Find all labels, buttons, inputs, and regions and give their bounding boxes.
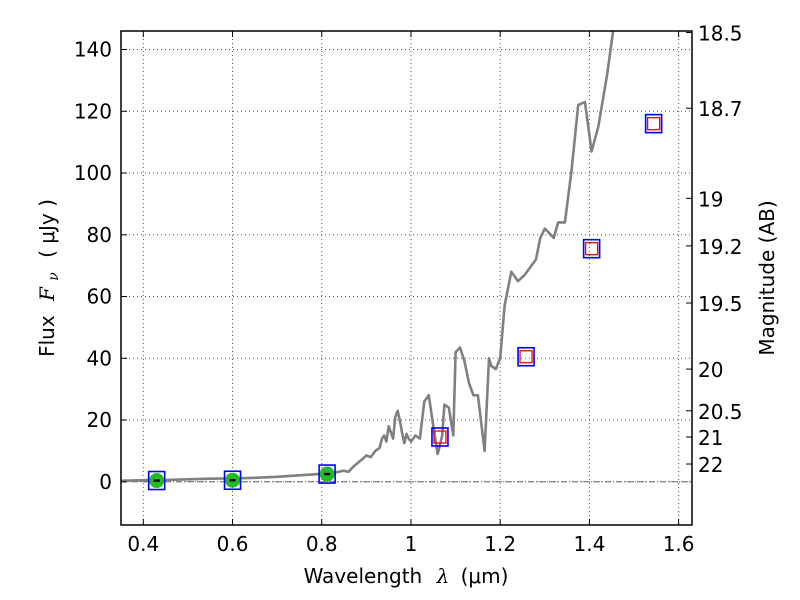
data-markers <box>147 113 663 491</box>
x-axis-label-unit: (μm) <box>461 564 509 588</box>
model-flux-square <box>517 346 535 367</box>
plot-frame <box>120 30 693 526</box>
y-tick-label: 40 <box>87 346 112 370</box>
y-axis-label-unit: ( μJy ) <box>35 199 59 258</box>
magnitude-tick-label: 19 <box>698 187 723 211</box>
x-tick-label: 1.2 <box>484 532 516 556</box>
x-axis-label-prefix: Wavelength <box>304 564 423 588</box>
magnitude-tick-label: 20 <box>698 358 723 382</box>
x-tick-label: 0.4 <box>127 532 159 556</box>
model-flux-square <box>147 470 166 491</box>
magnitude-tick-label: 20.5 <box>698 400 743 424</box>
model-flux-square <box>644 113 663 134</box>
magnitude-tick-label: 18.7 <box>698 97 743 121</box>
y-axis-label-prefix: Flux <box>35 315 59 357</box>
predicted-flux-square <box>584 242 599 256</box>
predicted-flux-square <box>519 350 533 364</box>
model-spectrum-line <box>120 30 615 483</box>
magnitude-tick-label: 19.5 <box>698 292 743 316</box>
magnitude-tick-label: 21 <box>698 426 723 450</box>
magnitude-tick-label: 19.2 <box>698 235 743 259</box>
magnitude-tick-label: 18.5 <box>698 22 743 46</box>
magnitude-axis-label: Magnitude (AB) <box>755 200 779 355</box>
x-tick-label: 0.6 <box>217 532 249 556</box>
x-tick-label: 1.6 <box>663 532 695 556</box>
grid <box>121 31 692 525</box>
y-tick-label: 100 <box>74 161 112 185</box>
y-tick-label: 0 <box>99 470 112 494</box>
y-tick-label: 20 <box>87 408 112 432</box>
model-flux-square <box>223 470 242 491</box>
y-axis-label-subscript: ν <box>46 272 62 281</box>
x-axis-label-symbol: λ <box>436 564 450 588</box>
y-tick-label: 80 <box>87 223 112 247</box>
predicted-flux-square <box>433 430 447 444</box>
x-tick-label: 1 <box>405 532 418 556</box>
model-flux-square <box>582 238 601 259</box>
ticks: 0.4 0.6 0.8 1 1.2 1.4 1.6 0 20 40 60 80 100 120 140 18.… <box>74 22 743 556</box>
y-axis-label: Flux F ν ( μJy ) <box>35 199 63 357</box>
model-flux-square <box>431 427 449 447</box>
x-tick-label: 0.8 <box>306 532 338 556</box>
y-tick-label: 120 <box>74 99 112 123</box>
y-tick-label: 60 <box>87 285 112 309</box>
y-axis-label-symbol: F <box>35 286 59 302</box>
x-tick-label: 1.4 <box>573 532 605 556</box>
y-tick-label: 140 <box>74 38 112 62</box>
x-axis-label: Wavelength λ (μm) <box>304 564 509 588</box>
model-flux-square <box>318 464 336 484</box>
magnitude-tick-label: 22 <box>698 453 723 477</box>
predicted-flux-square <box>646 116 661 131</box>
